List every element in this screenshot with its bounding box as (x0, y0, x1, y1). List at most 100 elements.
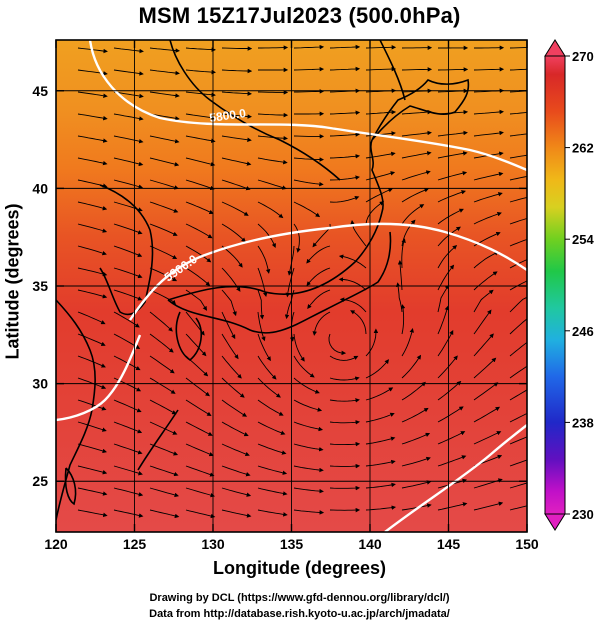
streamline (437, 380, 462, 401)
streamline (473, 309, 492, 335)
streamline (312, 311, 331, 336)
streamline (509, 505, 527, 511)
streamline (185, 245, 212, 263)
streamline (329, 420, 361, 425)
streamline (306, 245, 331, 264)
streamline (221, 289, 237, 317)
streamline (509, 280, 527, 291)
streamline (149, 509, 180, 519)
streamline (509, 341, 527, 357)
streamline (306, 267, 331, 287)
streamline (185, 201, 214, 214)
streamline (221, 487, 252, 497)
streamline (509, 459, 527, 467)
streamline (350, 310, 367, 335)
streamline (257, 223, 276, 249)
streamline (285, 267, 295, 298)
x-tick-label: 120 (44, 536, 68, 552)
streamline (329, 44, 361, 50)
streamline (509, 47, 527, 49)
streamline (77, 421, 107, 432)
streamline (329, 154, 361, 159)
streamline (293, 355, 315, 378)
streamline (293, 179, 324, 187)
streamline (437, 171, 468, 181)
taiwan-coastline (64, 467, 77, 506)
streamline (509, 389, 527, 401)
streamline (185, 399, 212, 417)
streamline (185, 179, 215, 191)
x-tick-label: 140 (358, 536, 382, 552)
streamline (509, 318, 527, 335)
streamline (509, 68, 527, 71)
streamline (149, 223, 178, 236)
streamline (365, 66, 397, 72)
streamline (293, 509, 325, 515)
streamline (77, 377, 107, 390)
chart-title: MSM 15Z17Jul2023 (500.0hPa) (138, 3, 461, 28)
x-tick-label: 125 (123, 536, 147, 552)
x-tick-label: 130 (201, 536, 225, 552)
streamline (473, 192, 503, 203)
streamline (329, 355, 359, 361)
streamline (329, 463, 361, 469)
streamline (329, 175, 360, 181)
y-tick-label: 35 (32, 278, 48, 294)
streamline (329, 398, 360, 403)
streamline (149, 377, 176, 394)
streamline (257, 311, 266, 342)
streamline (185, 267, 211, 286)
streamline (338, 277, 367, 291)
streamline (221, 509, 252, 518)
streamline (149, 333, 174, 353)
streamline (293, 421, 324, 432)
streamline (185, 223, 213, 239)
streamline (397, 259, 403, 291)
streamline (113, 465, 143, 476)
streamline (509, 112, 527, 115)
streamline (77, 443, 107, 454)
sakhalin-coastline (379, 40, 406, 101)
streamline (437, 431, 466, 445)
streamline (293, 487, 324, 494)
streamline (293, 201, 321, 218)
streamline (185, 157, 216, 167)
streamline (437, 67, 469, 72)
x-tick-label: 150 (515, 536, 539, 552)
streamline (221, 179, 251, 191)
x-axis-label: Longitude (degrees) (212, 558, 386, 578)
streamline (221, 68, 253, 74)
streamline (473, 251, 499, 269)
streamline (221, 311, 236, 340)
streamline (365, 151, 396, 159)
streamline (437, 151, 468, 159)
streamline (307, 289, 331, 309)
streamline (473, 212, 502, 225)
streamline (365, 45, 397, 50)
kyushu-coastline (175, 311, 203, 361)
streamline (185, 47, 217, 52)
streamline (437, 406, 464, 423)
streamline (113, 157, 144, 167)
streamline (221, 113, 253, 119)
streamline (293, 399, 323, 412)
streamline (149, 91, 180, 98)
streamline (149, 113, 180, 121)
streamline (401, 381, 426, 401)
colorbar-tick-label: 230 (572, 507, 594, 522)
streamline (221, 377, 245, 398)
x-axis: 120 125 130 135 140 145 150 (44, 40, 539, 552)
streamline (77, 113, 108, 121)
streamline (149, 201, 179, 213)
streamline (77, 399, 107, 411)
streamline (293, 223, 301, 253)
streamline (401, 327, 414, 357)
streamline (257, 487, 288, 496)
streamline (185, 333, 207, 357)
streamline (509, 365, 527, 379)
streamline (257, 245, 271, 274)
streamline (113, 135, 144, 144)
streamline (221, 91, 253, 96)
lat-lon-grid (56, 40, 527, 532)
streamline (293, 465, 324, 473)
